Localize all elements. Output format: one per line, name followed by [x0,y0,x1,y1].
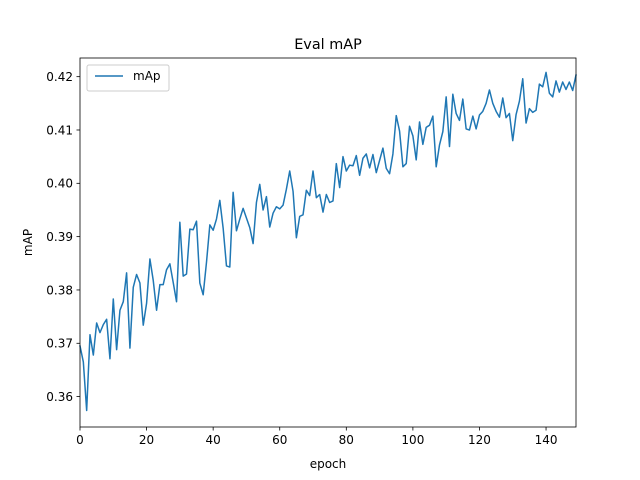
y-axis-ticks: 0.36 0.37 0.38 0.39 0.40 0.41 0.42 [46,70,80,404]
legend-box [86,64,170,92]
x-tick-label: 80 [339,433,354,447]
y-tick-label: 0.36 [46,390,73,404]
y-tick-label: 0.37 [46,337,73,351]
x-tick-label: 40 [206,433,221,447]
legend-label-mAp: mAp [133,69,161,83]
x-axis-label: epoch [310,457,347,471]
y-tick-label: 0.40 [46,177,73,191]
x-tick-label: 20 [139,433,154,447]
y-tick-label: 0.39 [46,230,73,244]
x-tick-label: 120 [468,433,491,447]
plot-area [79,71,577,412]
x-axis-ticks: 0 20 40 60 80 100 120 140 [76,427,557,447]
x-tick-label: 0 [76,433,84,447]
y-tick-label: 0.42 [46,70,73,84]
chart-title: Eval mAP [294,37,362,53]
x-tick-label: 60 [272,433,287,447]
legend: mAp [86,64,170,92]
y-tick-label: 0.41 [46,123,73,137]
plot-frame [79,57,577,428]
y-tick-label: 0.38 [46,283,73,297]
series-line-mAp [79,71,577,412]
y-axis-label: mAP [21,229,35,256]
x-tick-label: 140 [535,433,558,447]
x-tick-label: 100 [401,433,424,447]
